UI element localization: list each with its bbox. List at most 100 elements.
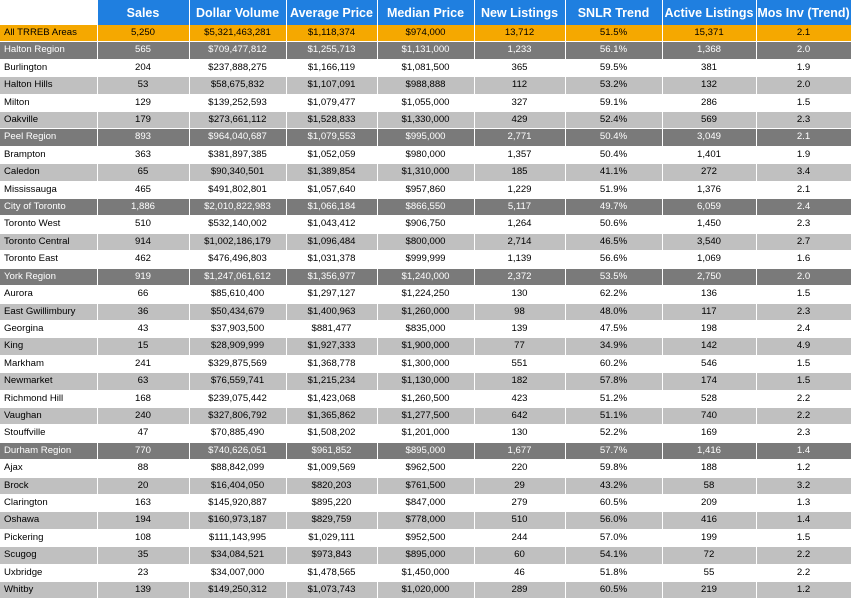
cell-dollar-volume: $5,321,463,281 [189,25,287,43]
cell-average-price: $1,927,333 [286,337,378,356]
cell-average-price: $895,220 [286,494,378,513]
cell-sales: 204 [97,59,190,78]
cell-sales: 53 [97,76,190,95]
cell-mos-inv: 1.5 [756,355,851,374]
cell-new-listings: 429 [474,111,566,130]
cell-snlr-trend: 34.9% [565,337,663,356]
cell-active-listings: 1,416 [662,442,757,461]
cell-mos-inv: 2.3 [756,215,851,234]
cell-area-name: East Gwillimbury [0,303,98,321]
cell-sales: 168 [97,390,190,408]
cell-active-listings: 1,368 [662,41,757,60]
cell-average-price: $1,073,743 [286,581,378,599]
cell-sales: 194 [97,511,190,530]
cell-snlr-trend: 54.1% [565,546,663,565]
cell-dollar-volume: $85,610,400 [189,285,287,304]
table-row: Clarington 163 $145,920,887 $895,220 $847,00… [0,494,851,513]
cell-average-price: $1,107,091 [286,76,378,95]
cell-median-price: $999,999 [377,250,475,269]
cell-sales: 35 [97,546,190,565]
table-row: Burlington 204 $237,888,275 $1,166,119 $1,08… [0,59,851,78]
cell-sales: 465 [97,181,190,200]
cell-snlr-trend: 51.1% [565,407,663,426]
table-row: Brock 20 $16,404,050 $820,203 $761,500 29 43.2… [0,477,851,495]
cell-area-name: Toronto East [0,250,98,269]
header-row: Sales Dollar Volume Average Price Median… [0,0,851,25]
cell-median-price: $761,500 [377,477,475,495]
cell-median-price: $952,500 [377,529,475,548]
cell-dollar-volume: $709,477,812 [189,41,287,60]
cell-sales: 23 [97,564,190,583]
cell-area-name: Milton [0,94,98,113]
cell-median-price: $866,550 [377,198,475,217]
cell-dollar-volume: $149,250,312 [189,581,287,599]
cell-mos-inv: 3.2 [756,477,851,495]
cell-new-listings: 1,229 [474,181,566,200]
cell-snlr-trend: 50.4% [565,146,663,165]
cell-snlr-trend: 60.5% [565,581,663,599]
cell-area-name: Mississauga [0,181,98,200]
cell-new-listings: 130 [474,285,566,304]
cell-snlr-trend: 59.8% [565,459,663,478]
cell-median-price: $988,888 [377,76,475,95]
table-row: King 15 $28,909,999 $1,927,333 $1,900,000 77 3… [0,337,851,356]
cell-average-price: $1,365,862 [286,407,378,426]
cell-active-listings: 740 [662,407,757,426]
cell-mos-inv: 2.2 [756,407,851,426]
cell-snlr-trend: 57.0% [565,529,663,548]
table-row: Toronto Central 914 $1,002,186,179 $1,096,4… [0,233,851,252]
cell-average-price: $1,528,833 [286,111,378,130]
cell-snlr-trend: 56.6% [565,250,663,269]
cell-median-price: $800,000 [377,233,475,252]
cell-active-listings: 3,049 [662,128,757,147]
cell-new-listings: 289 [474,581,566,599]
cell-area-name: Richmond Hill [0,390,98,408]
cell-snlr-trend: 46.5% [565,233,663,252]
cell-median-price: $1,240,000 [377,268,475,287]
table-row: Richmond Hill 168 $239,075,442 $1,423,068 $1… [0,390,851,408]
cell-mos-inv: 2.3 [756,424,851,443]
cell-sales: 139 [97,581,190,599]
cell-new-listings: 182 [474,372,566,391]
cell-snlr-trend: 57.8% [565,372,663,391]
cell-snlr-trend: 59.5% [565,59,663,78]
header-mos-inv: Mos Inv (Trend) [756,0,851,25]
cell-sales: 88 [97,459,190,478]
cell-sales: 1,886 [97,198,190,217]
cell-mos-inv: 2.1 [756,25,851,43]
cell-median-price: $1,224,250 [377,285,475,304]
region-row: York Region 919 $1,247,061,612 $1,356,977 $1… [0,268,851,287]
cell-area-name: Peel Region [0,128,98,147]
cell-median-price: $995,000 [377,128,475,147]
cell-new-listings: 244 [474,529,566,548]
cell-new-listings: 1,677 [474,442,566,461]
cell-active-listings: 6,059 [662,198,757,217]
region-row: City of Toronto 1,886 $2,010,822,983 $1,066… [0,198,851,217]
table-row: Stouffville 47 $70,885,490 $1,508,202 $1,201… [0,424,851,443]
cell-area-name: Markham [0,355,98,374]
cell-median-price: $980,000 [377,146,475,165]
cell-median-price: $1,055,000 [377,94,475,113]
cell-new-listings: 5,117 [474,198,566,217]
cell-average-price: $1,389,854 [286,163,378,182]
cell-active-listings: 72 [662,546,757,565]
cell-dollar-volume: $532,140,002 [189,215,287,234]
cell-new-listings: 46 [474,564,566,583]
cell-average-price: $1,052,059 [286,146,378,165]
cell-average-price: $1,029,111 [286,529,378,548]
cell-area-name: Toronto Central [0,233,98,252]
cell-mos-inv: 2.2 [756,390,851,408]
cell-new-listings: 2,714 [474,233,566,252]
cell-sales: 163 [97,494,190,513]
cell-new-listings: 1,139 [474,250,566,269]
cell-average-price: $961,852 [286,442,378,461]
cell-area-name: Halton Region [0,41,98,60]
cell-snlr-trend: 60.5% [565,494,663,513]
cell-median-price: $906,750 [377,215,475,234]
cell-area-name: Brock [0,477,98,495]
cell-active-listings: 1,069 [662,250,757,269]
cell-mos-inv: 1.5 [756,372,851,391]
cell-area-name: Scugog [0,546,98,565]
cell-snlr-trend: 51.8% [565,564,663,583]
